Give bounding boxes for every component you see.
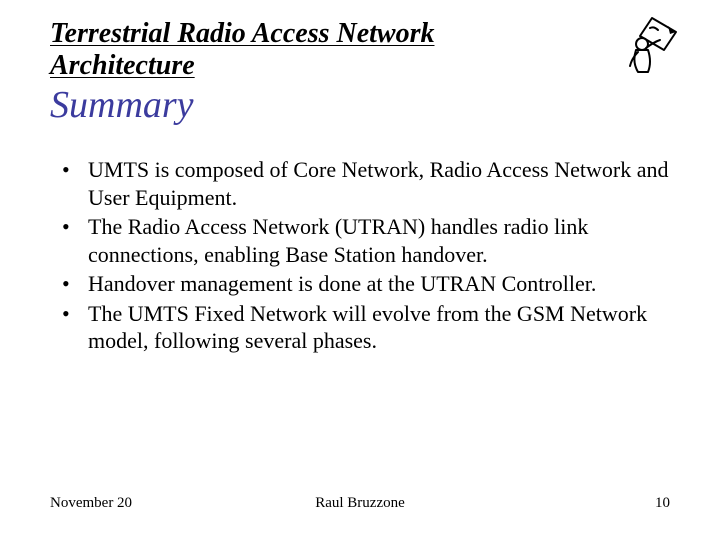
- bullet-marker: •: [58, 156, 88, 184]
- bullet-text: UMTS is composed of Core Network, Radio …: [88, 156, 670, 211]
- slide-footer: November 20 Raul Bruzzone 10: [0, 495, 720, 512]
- title-line-2: Architecture: [50, 50, 670, 82]
- slide-title: Terrestrial Radio Access Network Archite…: [50, 18, 670, 82]
- bullet-marker: •: [58, 300, 88, 328]
- bullet-marker: •: [58, 213, 88, 241]
- list-item: • The UMTS Fixed Network will evolve fro…: [58, 300, 670, 355]
- footer-page-number: 10: [655, 495, 670, 512]
- footer-author: Raul Bruzzone: [315, 495, 405, 512]
- footer-date: November 20: [50, 495, 132, 512]
- person-holding-sign-icon: [620, 14, 684, 78]
- bullet-marker: •: [58, 270, 88, 298]
- bullet-list: • UMTS is composed of Core Network, Radi…: [50, 156, 670, 355]
- title-line-1: Terrestrial Radio Access Network: [50, 18, 670, 50]
- list-item: • Handover management is done at the UTR…: [58, 270, 670, 298]
- slide-subtitle: Summary: [50, 84, 670, 128]
- list-item: • The Radio Access Network (UTRAN) handl…: [58, 213, 670, 268]
- bullet-text: The Radio Access Network (UTRAN) handles…: [88, 213, 670, 268]
- list-item: • UMTS is composed of Core Network, Radi…: [58, 156, 670, 211]
- bullet-text: The UMTS Fixed Network will evolve from …: [88, 300, 670, 355]
- bullet-text: Handover management is done at the UTRAN…: [88, 270, 670, 298]
- slide: Terrestrial Radio Access Network Archite…: [0, 0, 720, 540]
